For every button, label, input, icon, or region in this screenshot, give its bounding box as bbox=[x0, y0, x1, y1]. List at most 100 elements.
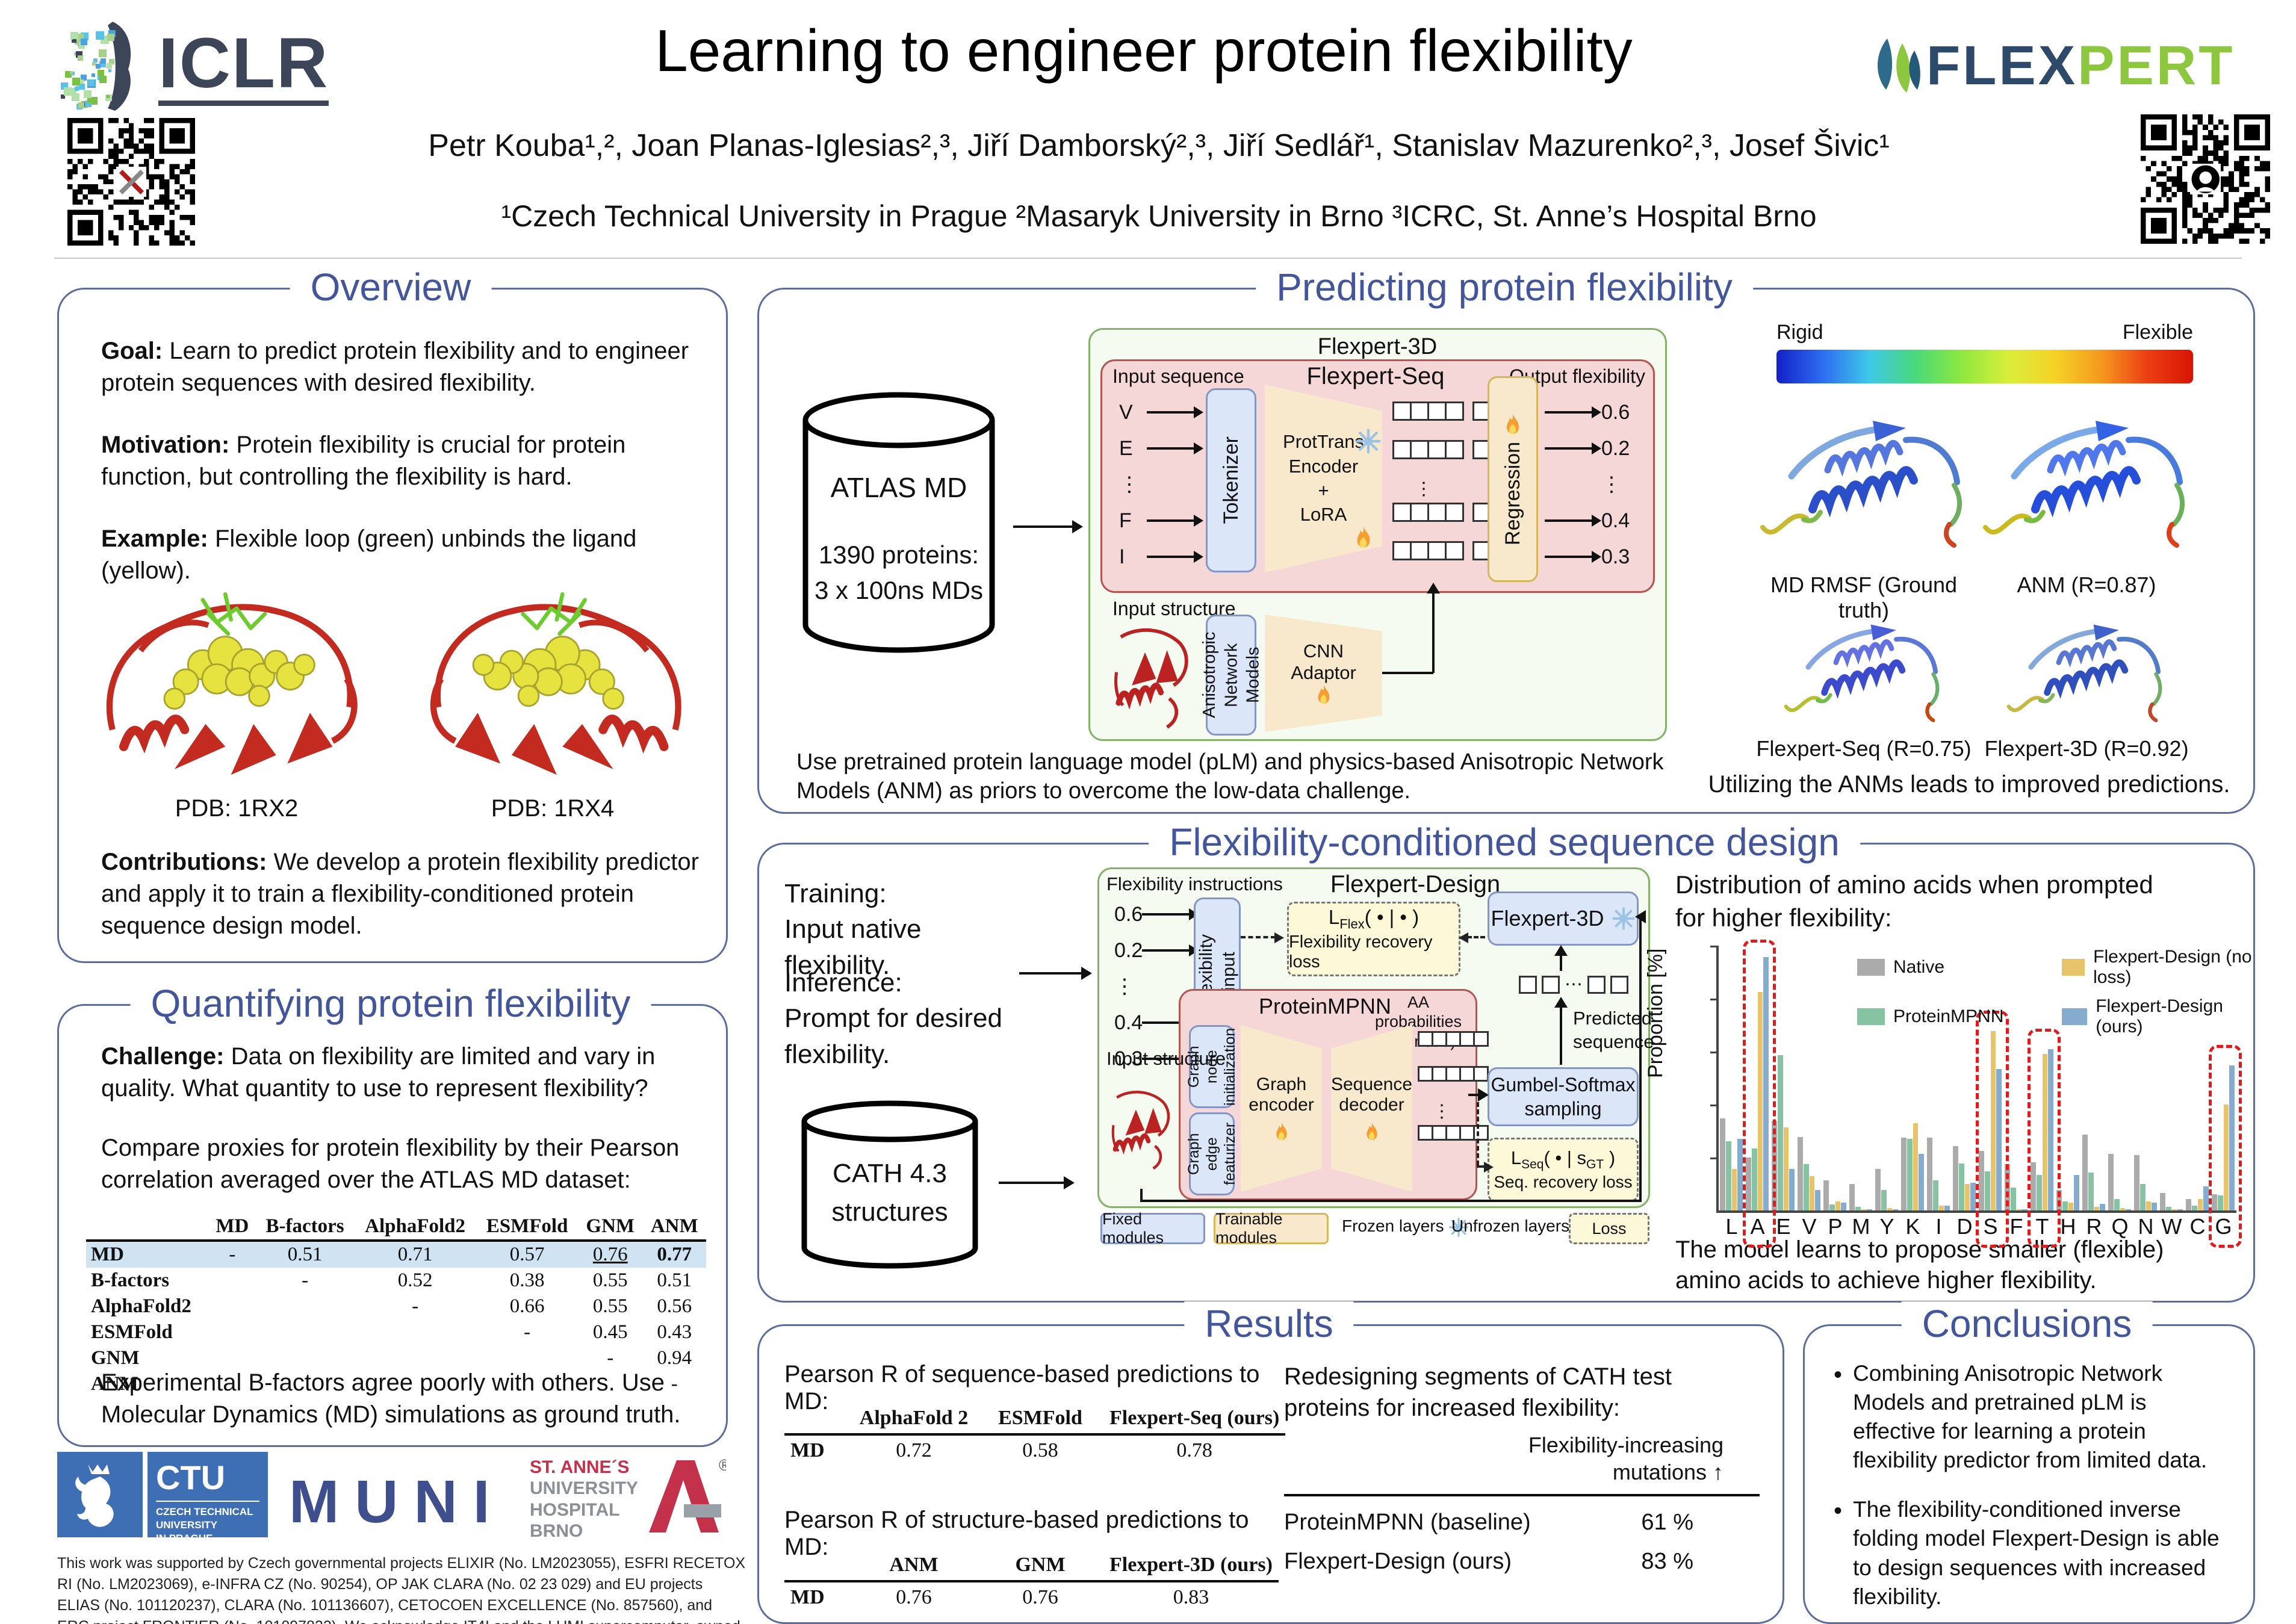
funding-text: This work was supported by Czech governm… bbox=[57, 1555, 746, 1624]
io-value: 0.3 bbox=[1601, 545, 1630, 568]
table-row: MD - 0.51 0.71 0.57 0.76 0.77 bbox=[86, 1241, 706, 1268]
table-cell: 0.55 bbox=[592, 1295, 628, 1317]
legend-loss-label: Loss bbox=[1592, 1219, 1627, 1238]
x-label: E bbox=[1776, 1214, 1791, 1239]
grid-row bbox=[1392, 541, 1492, 560]
table-cell: - bbox=[229, 1244, 236, 1265]
predicting-panel: ATLAS MD 1390 proteins: 3 x 100ns MDs Fl… bbox=[757, 288, 2255, 814]
io-letter: 0.6 bbox=[1114, 902, 1143, 926]
bar bar-Flexpert-Design (ours) bbox=[1867, 1209, 1872, 1210]
seq-results-table: AlphaFold 2 ESMFold Flexpert-Seq (ours) MD 0… bbox=[784, 1403, 1286, 1466]
bar bar-Native bbox=[2212, 1194, 2217, 1210]
anm-box: Anisotropic Network Models bbox=[1200, 615, 1262, 736]
bar bar-Flexpert-Design (no loss) bbox=[1964, 1184, 1970, 1210]
column-header bbox=[86, 1213, 208, 1241]
io-row: F bbox=[1119, 503, 1203, 539]
bar-group bbox=[1927, 1138, 1950, 1210]
legend-item: ProteinMPNN bbox=[1857, 996, 2056, 1037]
table-row: ESMFold - 0.45 0.43 bbox=[86, 1319, 706, 1345]
struct-results-heading: Pearson R of structure-based predictions… bbox=[784, 1507, 1249, 1560]
input-structure-image bbox=[1106, 619, 1197, 734]
grid-cell bbox=[1392, 541, 1412, 560]
table-cell: 0.76 bbox=[592, 1244, 628, 1265]
iclr-logo: ICLR bbox=[57, 18, 346, 114]
table-cell: 0.76 bbox=[1022, 1586, 1058, 1608]
bar bar-ProteinMPNN bbox=[2062, 1201, 2068, 1210]
column-header: GNM bbox=[586, 1215, 635, 1237]
flexpert-logo: FLEX PERT bbox=[1869, 31, 2267, 101]
grid-row bbox=[1392, 503, 1492, 522]
ctu-text-block: CTU CZECH TECHNICAL UNIVERSITY IN PRAGUE bbox=[147, 1452, 268, 1544]
table-row: MD 0.72 0.58 0.78 bbox=[784, 1434, 1285, 1466]
legend-swatch bbox=[2062, 959, 2085, 976]
column-header: B-factors bbox=[265, 1215, 344, 1237]
bar-group bbox=[1953, 1145, 1976, 1210]
row-label: MD bbox=[790, 1586, 825, 1608]
io-row: 0.4 bbox=[1545, 503, 1647, 539]
bar bar-Flexpert-Design (no loss) bbox=[1809, 1176, 1815, 1210]
snowflake-icon bbox=[1355, 428, 1382, 454]
protein-image-1rx2 bbox=[80, 560, 393, 786]
bar bar-Flexpert-Design (no loss) bbox=[1757, 991, 1763, 1210]
legend-loss-box: Loss bbox=[1569, 1213, 1649, 1244]
bullet-dot: • bbox=[1834, 1362, 1843, 1388]
io-arrow bbox=[1147, 515, 1203, 527]
flex-recovery-loss-box: LFlex( • | • ) Flexibility recovery loss bbox=[1287, 902, 1460, 976]
highlight-box bbox=[1976, 1010, 2009, 1248]
connector-line bbox=[1382, 672, 1433, 674]
grid-cell bbox=[1392, 440, 1412, 459]
ctu-abbr: CTU bbox=[156, 1458, 226, 1496]
bar bar-Native bbox=[1720, 1118, 1725, 1210]
io-letter: ⋮ bbox=[1114, 975, 1135, 998]
header-divider bbox=[54, 258, 2242, 259]
table-cell: 0.45 bbox=[592, 1321, 628, 1343]
bar bar-Flexpert-Design (ours) bbox=[2203, 1186, 2209, 1210]
bar bar-Flexpert-Design (ours) bbox=[1996, 1068, 2002, 1210]
row-label: AlphaFold2 bbox=[91, 1295, 191, 1317]
quant-note: Experimental B-factors agree poorly with… bbox=[101, 1369, 681, 1428]
x-label: H bbox=[2060, 1214, 2076, 1239]
table-cell: 0.71 bbox=[397, 1244, 433, 1265]
grid-cell bbox=[1427, 541, 1447, 560]
stannes-a-mark: ® bbox=[649, 1457, 726, 1533]
prottrans-encoder: ProtTrans Encoder + LoRA bbox=[1265, 385, 1382, 572]
legend-item: Flexpert-Design (ours) bbox=[2062, 996, 2260, 1037]
io-row: ⋮ bbox=[1114, 969, 1193, 1005]
y-tick bbox=[1710, 1052, 1719, 1053]
x-label: G bbox=[2215, 1214, 2232, 1239]
highlight-box bbox=[1743, 940, 1776, 1248]
dashed-arrow-from-flexpert3d bbox=[1459, 932, 1485, 943]
bar-group bbox=[1875, 1169, 1899, 1210]
bar bar-Native bbox=[1798, 1136, 1803, 1210]
correlation-table: MD B-factors AlphaFold2 ESMFold GNM ANM MD - 0.5… bbox=[86, 1213, 706, 1397]
predicted-sequence-squares: ⋯ bbox=[1519, 974, 1628, 995]
results-panel: Pearson R of sequence-based predictions … bbox=[757, 1324, 1784, 1624]
seq-loss-formula: LSeq( • | sGT ) bbox=[1510, 1147, 1616, 1172]
stannes-line2: UNIVERSITY bbox=[530, 1478, 639, 1499]
structure-label-seq: Flexpert-Seq (R=0.75) bbox=[1756, 736, 1972, 761]
redesign-label: ProteinMPNN (baseline) bbox=[1284, 1510, 1531, 1535]
redesign-table: Flexibility-increasing mutations ↑ Protei… bbox=[1284, 1431, 1760, 1588]
ctu-lines: CZECH TECHNICAL UNIVERSITY IN PRAGUE bbox=[156, 1501, 259, 1545]
table-cell bbox=[256, 1294, 354, 1319]
github-mark bbox=[2189, 163, 2221, 195]
row-label: ESMFold bbox=[91, 1321, 173, 1343]
regression-box: Regression bbox=[1488, 376, 1538, 582]
quantifying-title: Quantifying protein flexibility bbox=[130, 981, 651, 1026]
io-letter: E bbox=[1119, 436, 1133, 460]
bar-group bbox=[2031, 1049, 2054, 1210]
flex-loss-caption: Flexibility recovery loss bbox=[1289, 932, 1433, 972]
graph-edge-label: Graph edge featurizer bbox=[1185, 1122, 1238, 1186]
bar bar-Flexpert-Design (no loss) bbox=[2042, 1053, 2048, 1210]
aa-probabilities-grid: ⋮ bbox=[1418, 1031, 1489, 1160]
grid-cell bbox=[1445, 401, 1464, 421]
legend-label: ProteinMPNN bbox=[1893, 1006, 2004, 1026]
flame-icon bbox=[1364, 1121, 1380, 1143]
grid-cell bbox=[1392, 401, 1412, 421]
seq-loss-caption: Seq. recovery loss bbox=[1494, 1172, 1633, 1191]
row-label: ANM bbox=[91, 1373, 138, 1395]
table-cell: 0.52 bbox=[397, 1269, 433, 1291]
legend-item: Native bbox=[1857, 947, 2056, 988]
bar bar-Flexpert-Design (no loss) bbox=[1731, 1169, 1737, 1210]
flex-instructions-label: Flexibility instructions bbox=[1106, 873, 1283, 894]
